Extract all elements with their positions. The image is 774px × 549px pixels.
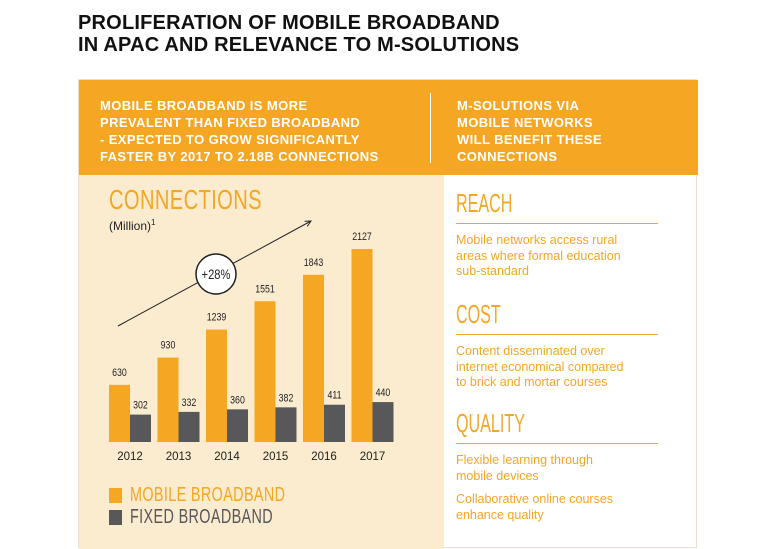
chart-title: CONNECTIONS	[109, 184, 262, 215]
banner-right-line-4: CONNECTIONS	[457, 149, 558, 164]
banner-right-text: M-SOLUTIONS VIA MOBILE NETWORKS WILL BEN…	[457, 97, 602, 165]
section-text-quality-2-line-1: Collaborative online courses	[456, 492, 614, 506]
section-text-quality-1-line-2: mobile devices	[456, 468, 539, 483]
bar-chart: +28% 630 302 2012 930 332 2013 1239 360 2014 1551…	[109, 80, 394, 463]
legend-label-fixed: FIXED BROADBAND	[130, 505, 274, 528]
data-label-fixed-2012: 302	[133, 400, 148, 412]
section-rule-quality	[456, 443, 658, 444]
bar-mobile-2012	[109, 384, 130, 442]
banner-divider	[430, 93, 431, 163]
x-tick-label-2013: 2013	[166, 451, 192, 463]
growth-badge-circle	[195, 253, 237, 295]
bar-fixed-2016	[324, 404, 345, 442]
bar-fixed-2014	[227, 409, 248, 442]
data-label-mobile-2017: 2127	[352, 231, 372, 243]
data-label-fixed-2015: 382	[279, 393, 294, 405]
section-cost: COST Content disseminated over internet …	[456, 300, 666, 399]
section-text-reach-line-3: sub-standard	[456, 264, 529, 278]
bar-fixed-2013	[178, 411, 200, 442]
section-rule-cost	[456, 334, 658, 335]
section-text-cost: Content disseminated over internet econo…	[456, 344, 666, 391]
chart-subtitle: (Million)1	[109, 218, 155, 233]
chart-legend: MOBILE BROADBAND FIXED BROADBAND	[109, 484, 346, 528]
data-label-fixed-2014: 360	[230, 394, 245, 406]
chart-subtitle-text: (Million)	[109, 219, 151, 233]
data-label-mobile-2012: 630	[112, 367, 127, 379]
page-title-line-1: PROLIFERATION OF MOBILE BROADBAND	[78, 12, 500, 34]
x-tick-label-2014: 2014	[214, 451, 240, 463]
growth-badge-label: +28%	[202, 267, 231, 282]
banner-right-line-1: M-SOLUTIONS VIA	[457, 98, 580, 113]
legend-swatch-mobile	[109, 487, 122, 503]
section-title-quality: QUALITY	[456, 408, 525, 438]
section-title-cost: COST	[456, 299, 501, 329]
section-text-cost-line-3: to brick and mortar courses	[456, 375, 608, 389]
data-label-fixed-2016: 411	[327, 390, 341, 402]
page-title-line-2: IN APAC AND RELEVANCE TO M-SOLUTIONS	[78, 34, 520, 56]
data-label-mobile-2015: 1551	[255, 283, 275, 295]
section-text-reach: Mobile networks access rural areas where…	[456, 233, 666, 280]
banner-left-line-1: MOBILE BROADBAND IS MORE	[100, 98, 308, 113]
banner-left-line-2: PREVALENT THAN FIXED BROADBAND	[100, 115, 361, 130]
chart-subtitle-footnote: 1	[151, 218, 156, 227]
section-text-quality-2: Collaborative online courses enhance qua…	[456, 492, 666, 523]
section-text-cost-line-2: internet economical compared	[456, 359, 624, 374]
x-tick-label-2015: 2015	[263, 451, 289, 463]
infographic-panel: MOBILE BROADBAND IS MORE PREVALENT THAN …	[78, 79, 698, 549]
bar-fixed-2015	[275, 407, 297, 442]
section-title-reach: REACH	[456, 188, 513, 218]
banner-left-line-3: - EXPECTED TO GROW SIGNIFICANTLY	[100, 132, 360, 147]
legend-item-mobile: MOBILE BROADBAND	[109, 484, 346, 506]
bar-fixed-2012	[130, 414, 151, 442]
section-text-quality-1-line-1: Flexible learning through	[456, 453, 593, 467]
section-text-reach-line-2: areas where formal education	[456, 248, 621, 263]
orange-banner: MOBILE BROADBAND IS MORE PREVALENT THAN …	[79, 80, 698, 175]
section-rule-reach	[456, 223, 658, 224]
bar-mobile-2016	[303, 274, 324, 442]
bar-fixed-2017	[372, 402, 394, 442]
section-quality: QUALITY Flexible learning through mobile…	[456, 409, 666, 531]
banner-left-text: MOBILE BROADBAND IS MORE PREVALENT THAN …	[100, 97, 379, 165]
bar-mobile-2014	[206, 329, 227, 442]
data-label-fixed-2013: 332	[182, 397, 197, 409]
section-text-quality-1: Flexible learning through mobile devices	[456, 453, 666, 484]
banner-left-line-4: FASTER BY 2017 TO 2.18B CONNECTIONS	[100, 149, 379, 164]
x-tick-label-2016: 2016	[311, 451, 337, 463]
chevron-arrow-shape	[395, 175, 444, 549]
x-tick-label-2017: 2017	[360, 451, 386, 463]
section-text-quality-2-line-2: enhance quality	[456, 507, 544, 522]
data-label-mobile-2016: 1843	[304, 257, 324, 269]
legend-item-fixed: FIXED BROADBAND	[109, 506, 346, 528]
data-label-mobile-2013: 930	[161, 340, 176, 352]
x-tick-label-2012: 2012	[117, 451, 143, 463]
banner-right-line-3: WILL BENEFIT THESE	[457, 132, 602, 147]
bar-mobile-2015	[254, 301, 276, 442]
data-label-mobile-2014: 1239	[207, 312, 227, 324]
banner-right-line-2: MOBILE NETWORKS	[457, 115, 593, 130]
bar-mobile-2017	[351, 249, 373, 442]
section-text-reach-line-1: Mobile networks access rural	[456, 233, 618, 247]
legend-label-mobile: MOBILE BROADBAND	[130, 483, 286, 506]
section-text-cost-line-1: Content disseminated over	[456, 344, 605, 358]
bar-mobile-2013	[157, 357, 179, 442]
section-reach: REACH Mobile networks access rural areas…	[456, 189, 666, 288]
page-title: PROLIFERATION OF MOBILE BROADBAND IN APA…	[78, 12, 738, 56]
legend-swatch-fixed	[109, 509, 122, 525]
data-label-fixed-2017: 440	[376, 387, 391, 399]
